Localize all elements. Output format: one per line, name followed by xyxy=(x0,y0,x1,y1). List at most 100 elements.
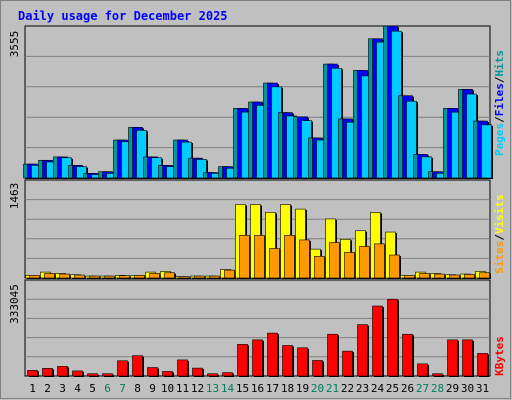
bar-sites-day-22 xyxy=(344,252,355,279)
x-label-day-6: 6 xyxy=(104,382,111,395)
bar-kbytes-day-25 xyxy=(387,298,398,377)
x-label-day-13: 13 xyxy=(206,382,219,395)
bar-sites-day-31 xyxy=(479,272,490,279)
bar-kbytes-day-2 xyxy=(42,368,53,377)
x-label-day-30: 30 xyxy=(461,382,474,395)
x-label-day-2: 2 xyxy=(44,382,51,395)
bar-sites-day-4 xyxy=(74,274,85,279)
bar-sites-day-12 xyxy=(194,275,205,279)
bar-kbytes-day-13 xyxy=(207,373,218,377)
x-label-day-12: 12 xyxy=(191,382,204,395)
x-label-day-28: 28 xyxy=(431,382,444,395)
bar-sites-day-14 xyxy=(224,269,235,279)
bar-pages-day-4 xyxy=(76,166,87,179)
bar-kbytes-day-6 xyxy=(102,373,113,377)
svg-text:Sites/Visits: Sites/Visits xyxy=(493,194,506,274)
panel-middle xyxy=(24,179,491,279)
bar-kbytes-day-18 xyxy=(282,345,293,377)
x-label-day-15: 15 xyxy=(236,382,249,395)
legend-middle: Sites/Visits xyxy=(493,194,506,274)
bar-sites-day-13 xyxy=(209,275,220,279)
bar-kbytes-day-3 xyxy=(57,366,68,377)
bar-sites-day-10 xyxy=(164,272,175,279)
bar-kbytes-day-22 xyxy=(342,350,353,377)
bar-sites-day-9 xyxy=(149,273,160,279)
chart-title: Daily usage for December 2025 xyxy=(18,9,228,23)
bar-kbytes-day-12 xyxy=(192,367,203,377)
x-label-day-10: 10 xyxy=(161,382,174,395)
bar-sites-day-21 xyxy=(329,242,340,279)
bar-kbytes-day-20 xyxy=(312,360,323,377)
x-label-day-29: 29 xyxy=(446,382,459,395)
x-label-day-14: 14 xyxy=(221,382,235,395)
bar-sites-day-16 xyxy=(254,235,265,279)
bar-sites-day-5 xyxy=(89,275,100,279)
x-label-day-25: 25 xyxy=(386,382,399,395)
x-label-day-3: 3 xyxy=(59,382,66,395)
legend-pages: Pages xyxy=(493,123,506,156)
y-max-label-top: 3555 xyxy=(8,31,21,58)
legend-sites: Sites xyxy=(493,241,506,274)
bar-kbytes-day-1 xyxy=(27,370,38,377)
bar-kbytes-day-17 xyxy=(267,332,278,377)
x-label-day-31: 31 xyxy=(476,382,489,395)
bar-pages-day-8 xyxy=(136,130,147,179)
bar-kbytes-day-10 xyxy=(162,371,173,377)
bar-kbytes-day-5 xyxy=(87,373,98,377)
bar-pages-day-26 xyxy=(406,100,417,179)
bar-kbytes-day-30 xyxy=(462,339,473,377)
bar-sites-day-18 xyxy=(284,235,295,279)
bar-sites-day-2 xyxy=(44,273,55,279)
legend-kbytes: KBytes xyxy=(493,336,506,376)
bar-kbytes-day-7 xyxy=(117,360,128,377)
bar-sites-day-15 xyxy=(239,235,250,279)
bar-kbytes-day-31 xyxy=(477,353,488,377)
bar-sites-day-26 xyxy=(404,275,415,279)
bar-sites-day-17 xyxy=(269,248,280,279)
bar-kbytes-day-8 xyxy=(132,355,143,377)
x-label-day-22: 22 xyxy=(341,382,354,395)
x-axis-day-labels: 1 2 3 4 5 6 7 8 9 10 11 12 13 14 15 16 17 18 19 20 21 22 23 24 2… xyxy=(29,382,489,395)
x-label-day-19: 19 xyxy=(296,382,309,395)
bar-sites-day-20 xyxy=(314,256,325,279)
x-label-day-9: 9 xyxy=(149,382,156,395)
x-label-day-23: 23 xyxy=(356,382,369,395)
bar-sites-day-6 xyxy=(104,275,115,279)
y-max-label-middle: 1463 xyxy=(8,183,21,210)
legend-files: Files xyxy=(493,83,506,116)
bar-sites-day-1 xyxy=(29,275,40,279)
x-label-day-27: 27 xyxy=(416,382,429,395)
bar-kbytes-day-29 xyxy=(447,339,458,377)
bar-shadow-sites-day-11 xyxy=(181,277,191,279)
bar-sites-day-29 xyxy=(449,274,460,279)
x-label-day-24: 24 xyxy=(371,382,385,395)
legend-hits: Hits xyxy=(493,50,506,77)
bar-kbytes-day-11 xyxy=(177,359,188,377)
bar-sites-day-7 xyxy=(119,275,130,279)
bar-sites-day-23 xyxy=(359,246,370,279)
bar-kbytes-day-14 xyxy=(222,372,233,377)
bar-sites-day-3 xyxy=(59,273,70,279)
x-label-day-18: 18 xyxy=(281,382,294,395)
bar-kbytes-day-4 xyxy=(72,370,83,377)
x-label-day-5: 5 xyxy=(89,382,96,395)
panel-top xyxy=(23,25,493,180)
legend-sep-2: / xyxy=(493,76,506,83)
bar-sites-day-11 xyxy=(179,276,190,279)
bar-kbytes-day-15 xyxy=(237,344,248,377)
legend-sep-1: / xyxy=(493,116,506,123)
bar-sites-day-24 xyxy=(374,243,385,279)
x-label-day-4: 4 xyxy=(74,382,81,395)
bar-sites-day-27 xyxy=(419,273,430,279)
bar-sites-day-8 xyxy=(134,275,145,279)
legend-bottom: KBytes xyxy=(493,336,506,376)
x-label-day-7: 7 xyxy=(119,382,126,395)
svg-text:Pages/Files/Hits: Pages/Files/Hits xyxy=(493,50,506,156)
bar-kbytes-day-24 xyxy=(372,305,383,377)
bar-pages-day-27 xyxy=(421,156,432,179)
x-label-day-1: 1 xyxy=(29,382,36,395)
bar-pages-day-31 xyxy=(481,124,492,179)
x-label-day-16: 16 xyxy=(251,382,264,395)
x-label-day-26: 26 xyxy=(401,382,414,395)
bar-kbytes-day-19 xyxy=(297,347,308,377)
